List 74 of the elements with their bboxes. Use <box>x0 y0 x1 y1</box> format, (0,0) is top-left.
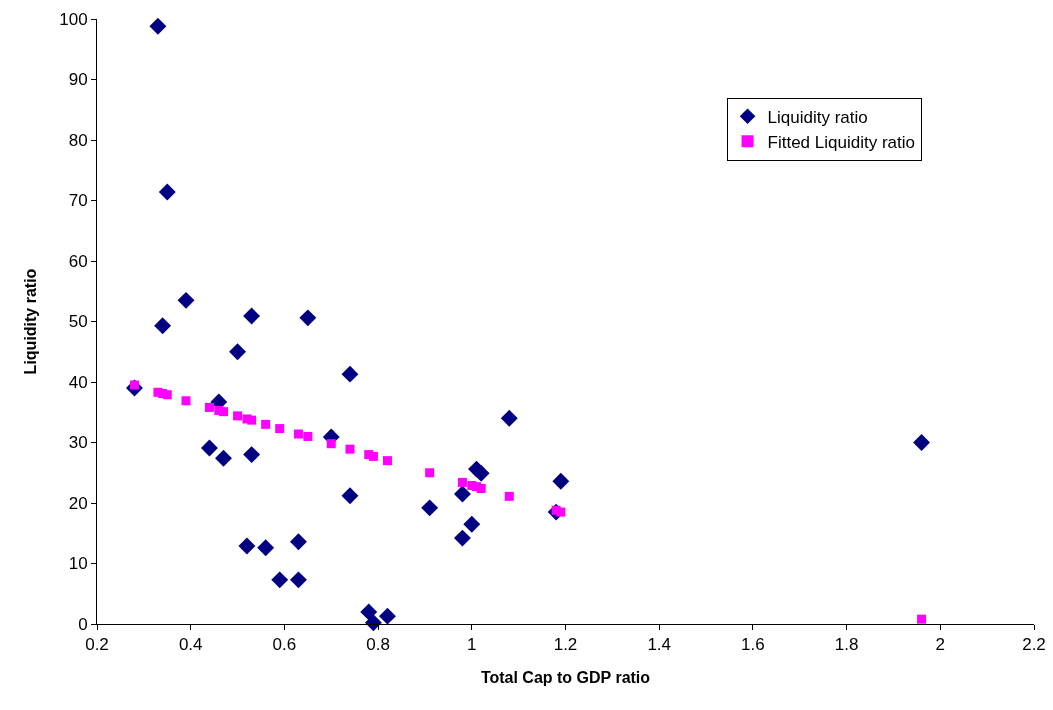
legend-label: Liquidity ratio <box>767 107 868 127</box>
point <box>368 451 378 461</box>
point <box>257 539 275 557</box>
point <box>177 291 195 309</box>
y-tick-label: 90 <box>68 70 88 90</box>
y-tick-label: 0 <box>78 614 88 634</box>
x-tick-label: 2 <box>935 635 946 655</box>
point <box>238 537 256 555</box>
x-tick-label: 1.8 <box>834 635 859 655</box>
y-tick-label: 100 <box>59 9 88 29</box>
y-tick-label: 50 <box>68 312 88 332</box>
point <box>200 439 218 457</box>
point <box>504 491 514 501</box>
point <box>345 444 355 454</box>
point <box>360 603 378 621</box>
point <box>162 390 172 400</box>
y-tick-label: 30 <box>68 433 88 453</box>
point <box>181 396 191 406</box>
x-tick-label: 1.6 <box>741 635 765 655</box>
point <box>218 407 228 417</box>
point <box>158 183 176 201</box>
point <box>326 439 336 449</box>
point <box>913 434 931 451</box>
point <box>421 499 439 517</box>
x-tick-label: 0.6 <box>272 635 297 655</box>
x-tick-label: 1.2 <box>553 635 578 655</box>
y-tick-label: 60 <box>68 251 88 271</box>
y-tick-label: 40 <box>68 372 88 392</box>
x-tick-label: 0.8 <box>366 635 390 655</box>
x-axis-title: Total Cap to GDP ratio <box>480 669 651 687</box>
point <box>303 431 313 441</box>
point <box>379 607 396 625</box>
point <box>215 449 232 467</box>
point <box>463 515 481 533</box>
y-tick-label: 20 <box>68 493 88 513</box>
point <box>243 307 261 325</box>
point <box>149 17 167 35</box>
point <box>341 365 359 383</box>
y-axis-title: Liquidity ratio <box>22 268 40 375</box>
point <box>476 483 486 493</box>
x-tick-label: 0.2 <box>85 635 109 655</box>
point <box>453 485 471 503</box>
point <box>261 419 271 429</box>
point <box>233 411 243 421</box>
point <box>364 614 382 632</box>
point <box>154 317 172 335</box>
x-tick-label: 0.4 <box>178 635 203 655</box>
point <box>290 533 307 551</box>
point <box>425 468 435 478</box>
point <box>243 446 261 464</box>
point <box>552 472 570 490</box>
point <box>247 415 257 425</box>
point <box>299 309 317 327</box>
point <box>917 614 927 624</box>
y-tick-label: 10 <box>68 554 88 574</box>
point <box>453 529 471 547</box>
point <box>500 409 518 427</box>
point <box>229 343 246 361</box>
x-tick-label: 2.2 <box>1022 635 1046 655</box>
point <box>271 571 289 589</box>
point <box>341 487 359 505</box>
point <box>472 464 490 482</box>
x-tick-label: 1 <box>467 635 477 655</box>
legend-label: Fitted Liquidity ratio <box>767 132 915 152</box>
point <box>382 456 392 466</box>
point <box>293 429 303 439</box>
y-tick-label: 70 <box>68 191 88 211</box>
point <box>556 507 566 517</box>
point <box>290 571 307 589</box>
point <box>204 402 214 412</box>
y-tick-label: 80 <box>68 130 88 150</box>
point <box>275 424 285 434</box>
point <box>457 477 467 487</box>
x-tick-label: 1.4 <box>647 635 672 655</box>
